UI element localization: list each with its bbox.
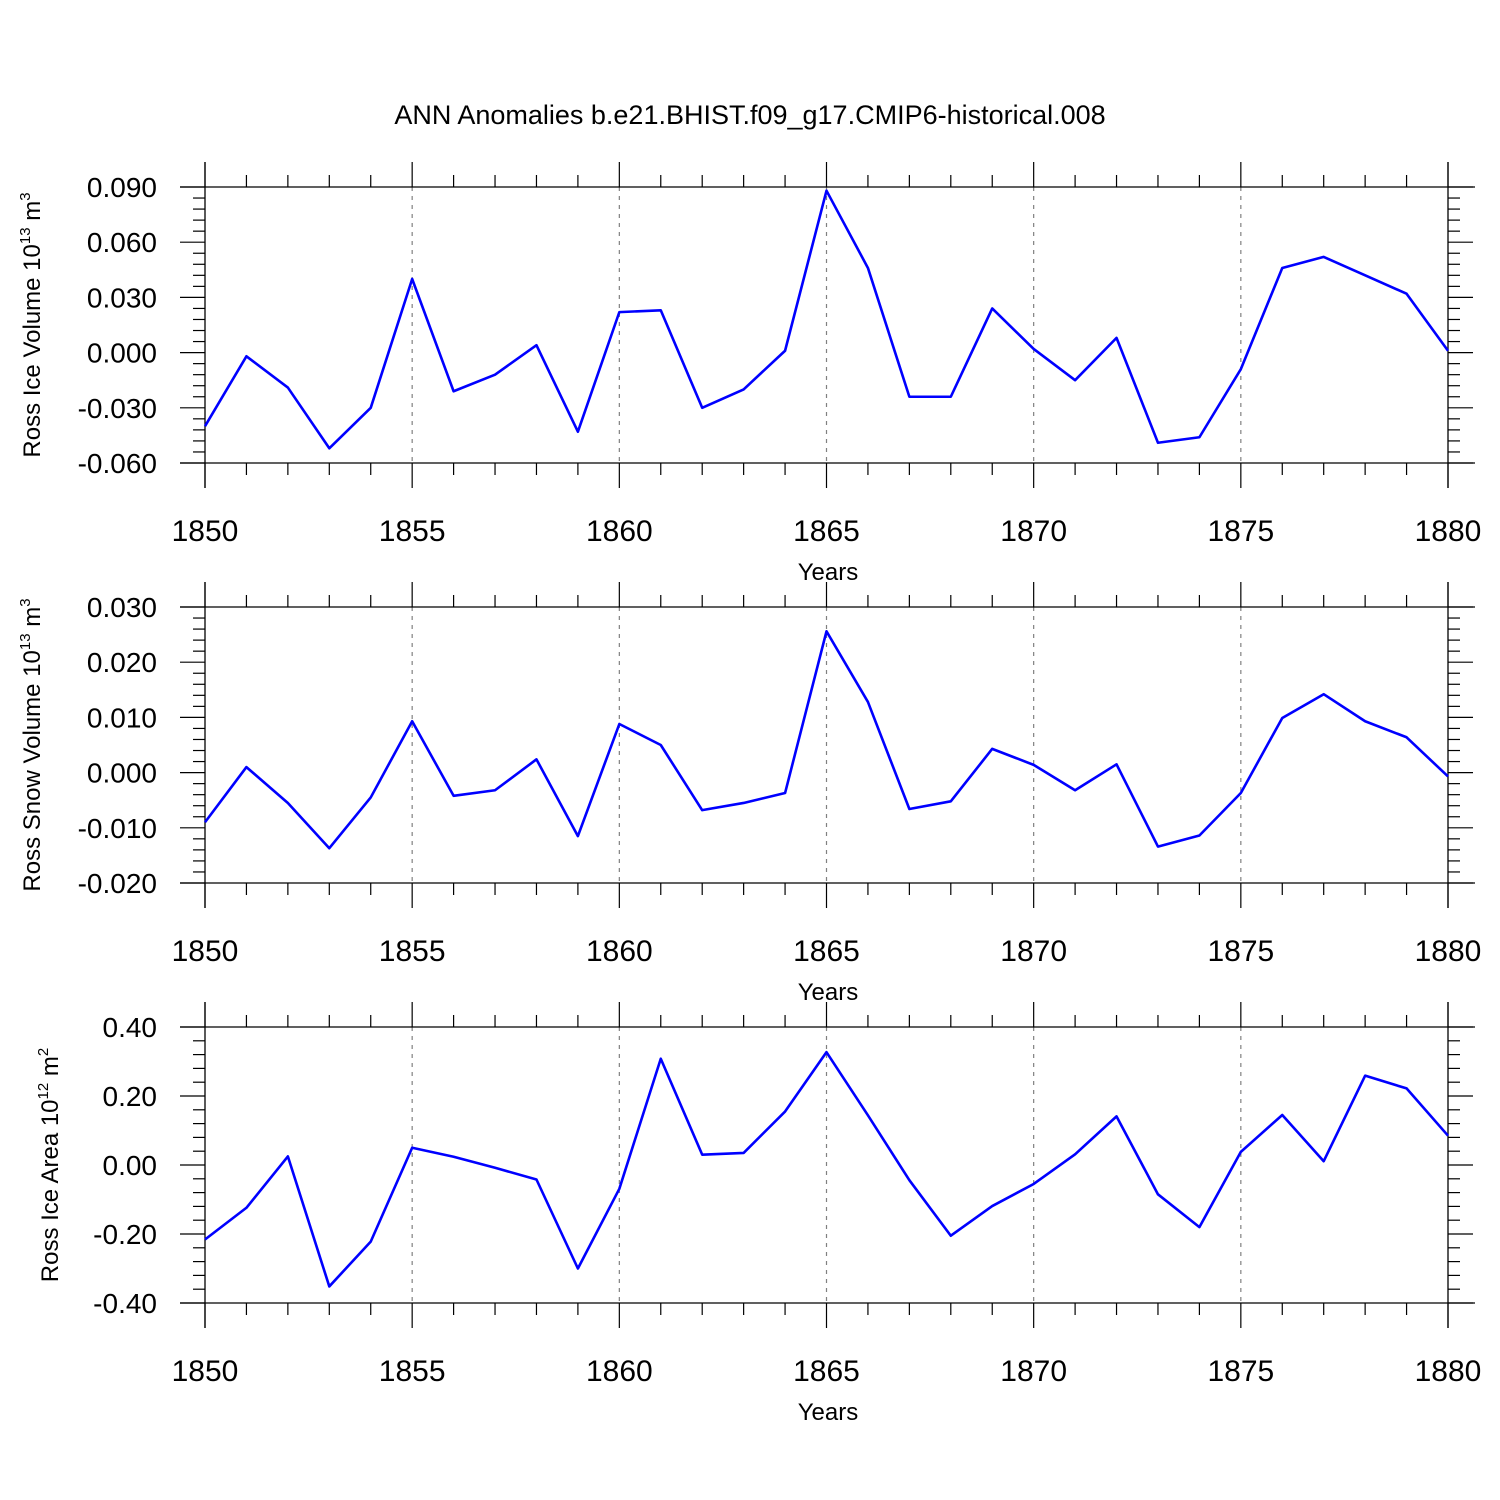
- snow-volume-y-axis-label-part: m: [19, 607, 46, 634]
- snow-volume-xtick-label: 1860: [586, 935, 653, 968]
- ice-volume-xtick-label: 1850: [172, 515, 239, 548]
- snow-volume-ytick-label: 0.030: [87, 592, 157, 623]
- ice-volume-ytick-label: 0.090: [87, 172, 157, 203]
- snow-volume-panel: -0.020 -0.010 0.000 0.010 0.020 0.030 1850 1855…: [17, 582, 1481, 1006]
- ice-volume-xtick-label: 1880: [1415, 515, 1482, 548]
- ice-area-xtick-label: 1855: [379, 1355, 446, 1388]
- ice-volume-y-axis-label-superscript: 3: [17, 192, 34, 200]
- snow-volume-ytick-label: 0.000: [87, 758, 157, 789]
- ice-volume-ytick-label: 0.030: [87, 282, 157, 313]
- ice-volume-y-axis-label-part: Ross Ice Volume 10: [19, 244, 46, 457]
- snow-volume-xtick-label: 1880: [1415, 935, 1482, 968]
- ice-volume-ytick-label: 0.000: [87, 338, 157, 369]
- ice-volume-y-axis-label-superscript: 13: [17, 227, 34, 244]
- ice-volume-x-axis-label: Years: [798, 559, 859, 586]
- ice-volume-y-axis-label-part: m: [19, 201, 46, 228]
- ice-area-y-axis-label-superscript: 2: [35, 1048, 52, 1056]
- snow-volume-x-axis-label: Years: [798, 979, 859, 1006]
- ice-area-xtick-label: 1870: [1000, 1355, 1067, 1388]
- snow-volume-xtick-label: 1855: [379, 935, 446, 968]
- ice-volume-panel: -0.060 -0.030 0.000 0.030 0.060 0.090 1850 1855…: [17, 162, 1481, 586]
- snow-volume-xtick-label: 1875: [1207, 935, 1274, 968]
- snow-volume-series-line: [203, 629, 1449, 850]
- snow-volume-xtick-label: 1850: [172, 935, 239, 968]
- ice-area-ytick-label: -0.40: [93, 1288, 157, 1319]
- snow-volume-y-axis-label-superscript: 3: [17, 598, 34, 606]
- snow-volume-y-axis-label-part: Ross Snow Volume 10: [19, 650, 46, 891]
- ice-area-y-axis-label-part: m: [37, 1056, 64, 1083]
- ice-area-xtick-label: 1875: [1207, 1355, 1274, 1388]
- ice-volume-ytick-label: -0.030: [78, 393, 157, 424]
- ice-area-panel: -0.40 -0.20 0.00 0.20 0.40 1850 1855 1860 1865 18…: [35, 1002, 1481, 1426]
- snow-volume-xtick-label: 1870: [1000, 935, 1067, 968]
- snow-volume-ytick-label: 0.010: [87, 702, 157, 733]
- ice-area-xtick-label: 1880: [1415, 1355, 1482, 1388]
- ice-volume-xtick-label: 1875: [1207, 515, 1274, 548]
- ice-area-xtick-label: 1860: [586, 1355, 653, 1388]
- ice-volume-series-line: [203, 189, 1450, 450]
- ice-area-y-axis-label: Ross Ice Area 1012 m2: [35, 1048, 64, 1282]
- ice-volume-xtick-label: 1855: [379, 515, 446, 548]
- ice-area-x-axis-label: Years: [798, 1399, 859, 1426]
- ice-area-y-axis-label-superscript: 12: [35, 1083, 52, 1100]
- snow-volume-ytick-label: 0.020: [87, 647, 157, 678]
- ice-area-xtick-label: 1850: [172, 1355, 239, 1388]
- snow-volume-ytick-label: -0.010: [78, 813, 157, 844]
- ice-volume-ytick-label: 0.060: [87, 227, 157, 258]
- snow-volume-y-axis-label-superscript: 13: [17, 633, 34, 650]
- figure-title: ANN Anomalies b.e21.BHIST.f09_g17.CMIP6-…: [394, 100, 1105, 130]
- snow-volume-ytick-label: -0.020: [78, 868, 157, 899]
- ice-area-ytick-label: 0.20: [103, 1081, 158, 1112]
- ice-volume-xtick-label: 1860: [586, 515, 653, 548]
- ice-volume-y-axis-label: Ross Ice Volume 1013 m3: [17, 192, 46, 457]
- snow-volume-xtick-label: 1865: [793, 935, 860, 968]
- ice-volume-xtick-label: 1870: [1000, 515, 1067, 548]
- ice-area-y-axis-label-part: Ross Ice Area 10: [37, 1099, 64, 1282]
- ice-area-ytick-label: 0.00: [103, 1150, 158, 1181]
- snow-volume-y-axis-label: Ross Snow Volume 1013 m3: [17, 598, 46, 891]
- ice-area-series-line: [204, 1050, 1449, 1288]
- ice-area-xtick-label: 1865: [793, 1355, 860, 1388]
- chart-panels: -0.060 -0.030 0.000 0.030 0.060 0.090 1850 1855…: [17, 162, 1481, 1426]
- ice-volume-xtick-label: 1865: [793, 515, 860, 548]
- ice-volume-ytick-label: -0.060: [78, 448, 157, 479]
- ice-area-ytick-label: -0.20: [93, 1219, 157, 1250]
- ice-area-ytick-label: 0.40: [103, 1012, 158, 1043]
